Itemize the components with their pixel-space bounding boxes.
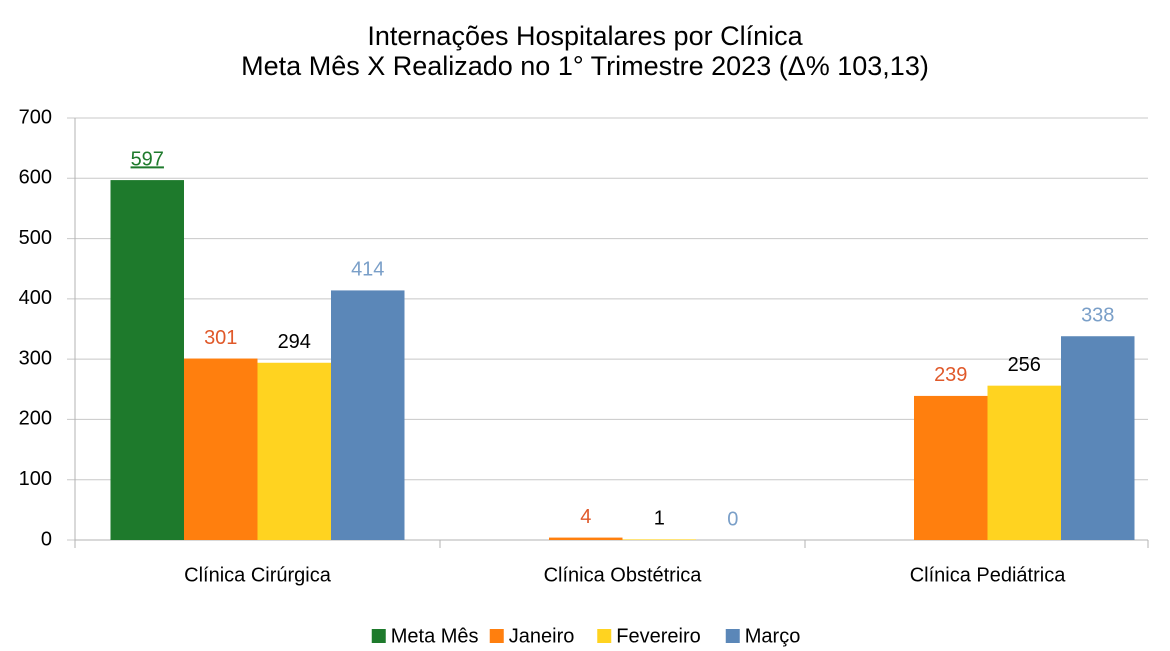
y-tick-label: 700 — [19, 106, 52, 128]
legend-swatch — [725, 629, 740, 643]
bar — [331, 290, 405, 540]
x-tick-label: Clínica Obstétrica — [544, 564, 703, 586]
data-label: 414 — [351, 259, 384, 281]
legend-label: Março — [745, 625, 801, 647]
data-label: 4 — [580, 506, 591, 528]
x-tick-label: Clínica Cirúrgica — [184, 564, 332, 586]
y-tick-label: 400 — [19, 287, 52, 309]
legend-swatch — [489, 629, 504, 643]
data-label: 294 — [278, 331, 311, 353]
y-tick-label: 100 — [19, 468, 52, 490]
legend-label: Fevereiro — [616, 625, 700, 647]
y-tick-label: 600 — [19, 167, 52, 189]
bar — [184, 358, 258, 540]
bar — [257, 362, 331, 540]
legend-swatch — [597, 629, 612, 643]
y-tick-label: 300 — [19, 347, 52, 369]
data-label: 256 — [1008, 354, 1041, 376]
data-label: 0 — [727, 508, 738, 530]
y-tick-label: 0 — [41, 528, 52, 550]
data-label: 239 — [934, 364, 967, 386]
legend-swatch — [371, 629, 386, 643]
bar — [914, 395, 988, 540]
bar — [110, 180, 184, 540]
bar — [622, 539, 696, 540]
data-label: 597 — [131, 148, 164, 170]
bar — [987, 385, 1061, 540]
bar — [1061, 336, 1135, 540]
legend-label: Janeiro — [509, 625, 575, 647]
legend-label: Meta Mês — [391, 625, 479, 647]
data-label: 338 — [1081, 305, 1114, 327]
bar — [549, 537, 623, 540]
chart-title: Internações Hospitalares por Clínica — [367, 21, 803, 51]
data-label: 301 — [204, 327, 237, 349]
y-tick-label: 500 — [19, 227, 52, 249]
x-tick-label: Clínica Pediátrica — [910, 564, 1067, 586]
chart-subtitle: Meta Mês X Realizado no 1° Trimestre 202… — [241, 51, 929, 81]
data-label: 1 — [654, 508, 665, 530]
y-tick-label: 200 — [19, 408, 52, 430]
